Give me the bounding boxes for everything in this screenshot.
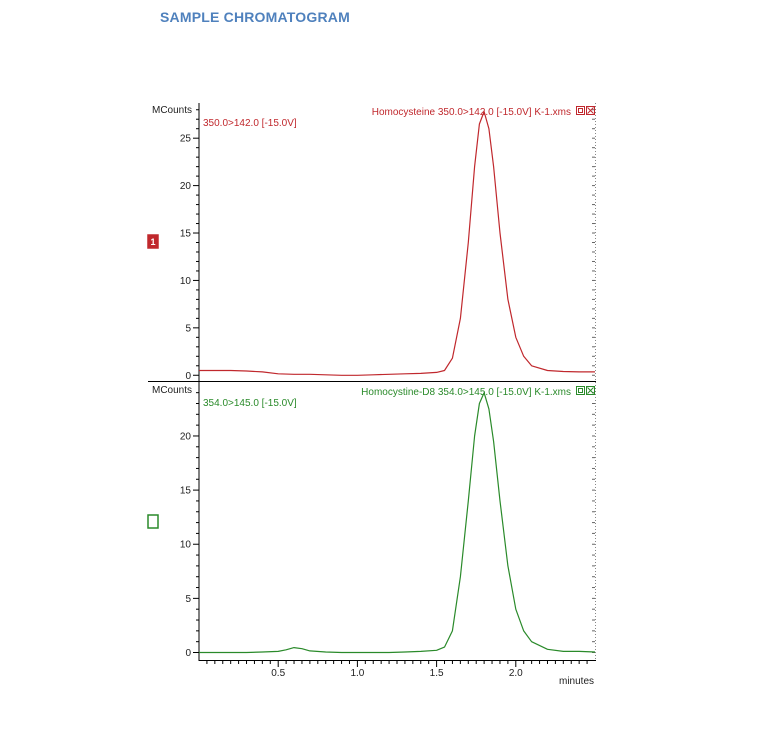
x-tick-label: 2.0	[509, 668, 523, 679]
page-heading: SAMPLE CHROMATOGRAM	[160, 9, 350, 25]
file-label: Homocystine-D8 354.0>145.0 [-15.0V] K-1.…	[361, 387, 571, 398]
y-tick-label: 15	[180, 229, 192, 240]
close-icon[interactable]	[586, 386, 595, 395]
x-tick-label: 1.0	[350, 668, 364, 679]
y-tick-label: 10	[180, 540, 192, 551]
y-tick-label: 0	[185, 371, 191, 382]
restore-icon-inner	[578, 388, 583, 393]
y-tick-label: 5	[185, 323, 191, 334]
x-axis: 0.5 1.0 1.5 2.0 minutes	[206, 661, 594, 687]
y-tick-label: 5	[185, 594, 191, 605]
y-tick-label: 10	[180, 276, 192, 287]
close-icon[interactable]	[586, 106, 595, 115]
x-tick-label: 0.5	[271, 668, 285, 679]
restore-icon[interactable]	[576, 106, 585, 115]
channel-badge-label: 2	[150, 517, 155, 527]
trace-label: 350.0>142.0 [-15.0V]	[203, 118, 297, 129]
trace-line	[199, 392, 596, 654]
trace-line	[199, 111, 595, 376]
close-icon-stroke	[587, 387, 594, 394]
y-tick-label: 20	[180, 431, 192, 442]
trace-label: 354.0>145.0 [-15.0V]	[203, 398, 297, 409]
channel-badge-label: 1	[150, 237, 155, 247]
y-tick-label: 0	[185, 648, 191, 659]
y-tick-label: 25	[180, 134, 192, 145]
close-icon-stroke	[587, 107, 594, 114]
y-axis-label: MCounts	[152, 385, 192, 396]
y-axis-label: MCounts	[152, 105, 192, 116]
panel-1: 0 5 10 15 20 25 MCounts 350.0>142.0 [-15.0V] Hom…	[147, 105, 595, 382]
x-axis-label: minutes	[559, 676, 594, 687]
restore-icon-inner	[578, 108, 583, 113]
channel-badge[interactable]	[147, 514, 159, 529]
x-tick-label: 1.5	[430, 668, 444, 679]
y-tick-label: 20	[180, 181, 192, 192]
channel-badge[interactable]	[147, 234, 159, 249]
y-tick-label: 15	[180, 486, 192, 497]
restore-icon[interactable]	[576, 386, 585, 395]
panel-2: 0 5 10 15 20 MCounts 354.0>145.0 [-15.0V] Homoc…	[147, 385, 596, 659]
file-label: Homocysteine 350.0>142.0 [-15.0V] K-1.xm…	[372, 107, 571, 118]
